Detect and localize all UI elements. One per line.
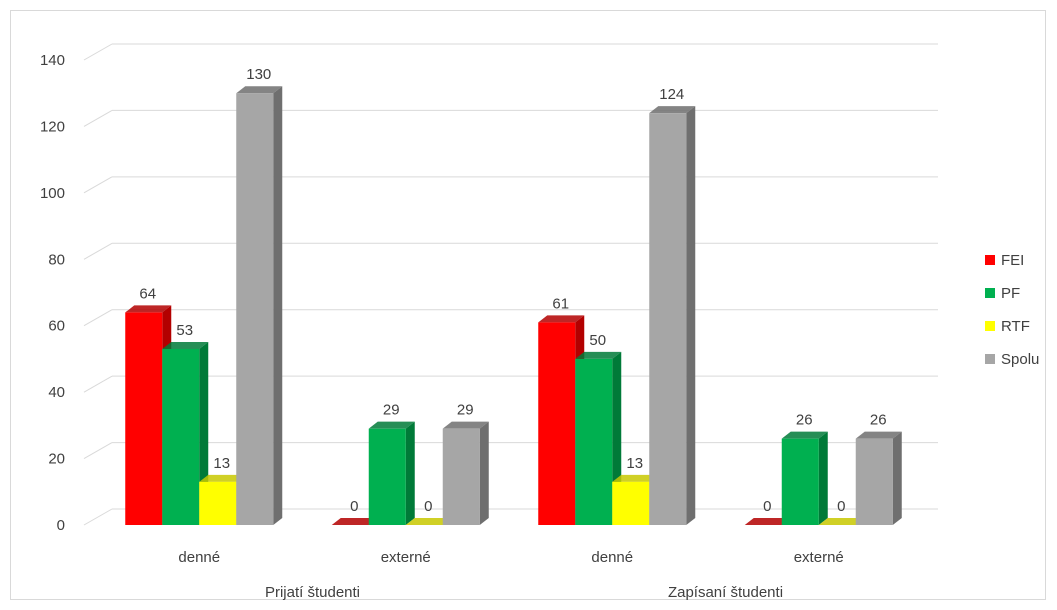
bar-front: [612, 481, 650, 525]
bar-side: [686, 106, 696, 526]
legend: FEI PF RTF Spolu: [985, 252, 1039, 368]
bar-top: [781, 431, 828, 439]
legend-label-spolu: Spolu: [1001, 351, 1039, 368]
gridline-diag-1: [83, 442, 113, 460]
bar-pf-3: [781, 431, 828, 525]
data-label: 53: [176, 322, 193, 339]
bar-top: [575, 351, 622, 359]
bar-side: [273, 86, 283, 525]
y-tick-label: 120: [40, 118, 65, 135]
y-tick-label: 60: [48, 318, 65, 335]
data-label: 0: [837, 498, 845, 515]
group-label: Zapísaní študenti: [668, 584, 783, 601]
bars-layer: [125, 86, 902, 526]
data-label: 13: [626, 455, 643, 472]
bar-top: [818, 518, 865, 525]
data-label: 29: [457, 402, 474, 419]
legend-label-pf: PF: [1001, 285, 1020, 302]
gridline-diag-5: [83, 176, 113, 194]
bar-front: [575, 358, 613, 525]
bar-pf-1: [368, 421, 415, 525]
bar-top: [331, 518, 378, 525]
bar-top: [612, 474, 659, 482]
x-tick-label: denné: [591, 549, 633, 566]
labels-layer: 020406080100120140645313130denné029029ex…: [40, 52, 887, 601]
bar-front: [368, 428, 406, 525]
bar-side: [479, 421, 489, 525]
data-label: 13: [213, 455, 230, 472]
bar-top: [405, 518, 452, 525]
data-label: 124: [659, 86, 684, 103]
bar-top: [442, 421, 489, 429]
bar-top: [236, 86, 283, 94]
bar-top: [368, 421, 415, 429]
data-label: 26: [796, 412, 813, 429]
gridline-diag-3: [83, 309, 113, 327]
legend-swatch-spolu: [985, 354, 995, 364]
bar-front: [649, 113, 687, 526]
x-tick-label: externé: [381, 549, 431, 566]
bar-top: [162, 341, 209, 349]
bar-front: [236, 93, 274, 525]
data-label: 29: [383, 402, 400, 419]
data-label: 130: [246, 66, 271, 83]
bar-spolu-2: [649, 106, 696, 526]
bar-side: [892, 431, 902, 525]
bar-spolu-1: [442, 421, 489, 525]
bar-front: [442, 428, 480, 525]
y-tick-label: 100: [40, 185, 65, 202]
legend-swatch-fei: [985, 255, 995, 265]
gridline-diag-4: [83, 242, 113, 260]
bar-front: [781, 438, 819, 525]
legend-label-fei: FEI: [1001, 252, 1024, 269]
y-tick-label: 80: [48, 251, 65, 268]
bar-front: [855, 438, 893, 525]
bar-front: [125, 312, 163, 525]
y-tick-label: 0: [57, 517, 65, 534]
bar-rtf-1: [405, 518, 452, 525]
gridline-diag-6: [83, 109, 113, 127]
data-label: 0: [763, 498, 771, 515]
bar-top: [649, 106, 696, 114]
bar-top: [125, 305, 172, 313]
bar-pf-0: [162, 341, 209, 525]
x-tick-label: externé: [794, 549, 844, 566]
bar-top: [199, 474, 246, 482]
legend-swatch-rtf: [985, 321, 995, 331]
x-tick-label: denné: [178, 549, 220, 566]
legend-swatch-pf: [985, 288, 995, 298]
legend-label-rtf: RTF: [1001, 318, 1030, 335]
bar-fei-1: [331, 518, 378, 525]
bar-top: [744, 518, 791, 525]
data-label: 0: [424, 498, 432, 515]
bar-front: [199, 481, 237, 525]
bar-front: [162, 348, 200, 525]
chart-frame: [10, 10, 1046, 600]
gridline-diag-2: [83, 375, 113, 393]
bar-top: [538, 315, 585, 323]
bar-top: [855, 431, 902, 439]
gridline-diag-7: [83, 43, 113, 61]
y-tick-label: 20: [48, 451, 65, 468]
bar-side: [405, 421, 415, 525]
y-tick-label: 40: [48, 384, 65, 401]
bar-rtf-3: [818, 518, 865, 525]
bar-front: [538, 322, 576, 525]
data-label: 0: [350, 498, 358, 515]
bar-fei-3: [744, 518, 791, 525]
data-label: 50: [589, 332, 606, 349]
data-label: 64: [139, 285, 156, 302]
bar-spolu-3: [855, 431, 902, 525]
y-tick-label: 140: [40, 52, 65, 69]
bar-side: [818, 431, 828, 525]
data-label: 61: [552, 295, 569, 312]
bar-spolu-0: [236, 86, 283, 525]
group-label: Prijatí študenti: [265, 584, 360, 601]
gridline-diag-0: [83, 508, 113, 526]
data-label: 26: [870, 412, 887, 429]
